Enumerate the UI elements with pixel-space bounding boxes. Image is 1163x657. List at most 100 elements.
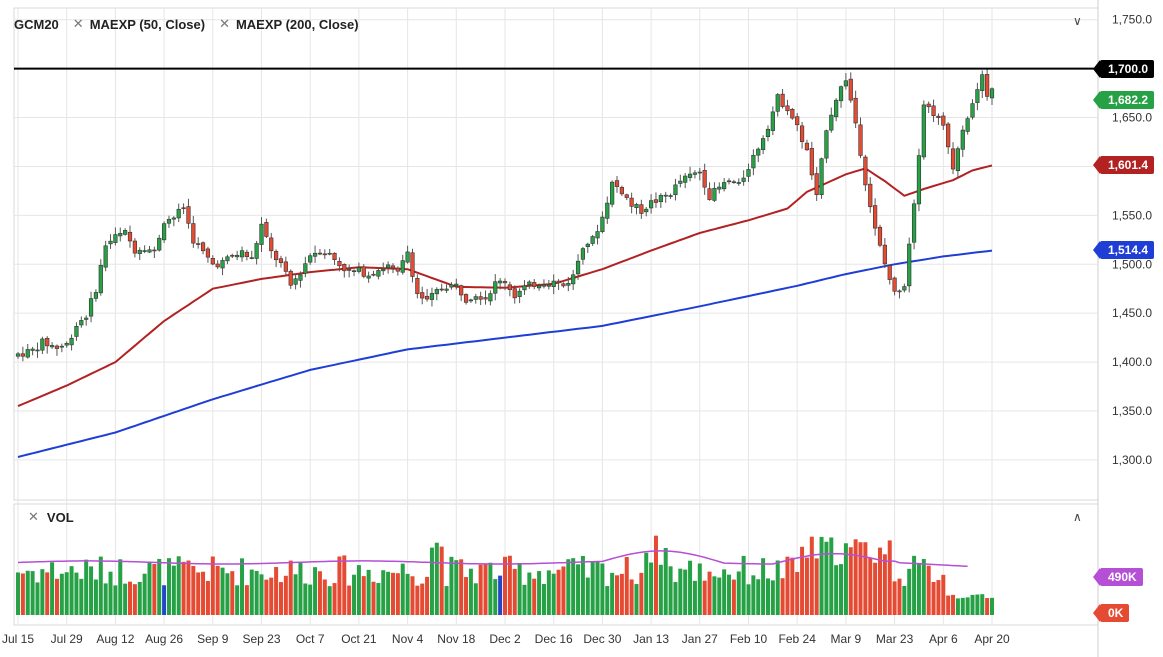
volume-bar [162,585,167,615]
volume-bar [629,579,634,615]
volume-bar [673,582,678,615]
candle-body [439,288,444,291]
candle-body [308,255,313,263]
candle-body [780,93,785,107]
candle-body [69,337,74,346]
candle-body [332,252,337,261]
volume-bar [215,565,220,615]
candle-body [629,197,634,207]
volume-bar [142,573,147,615]
volume-bar [770,580,775,615]
legend-ma50-label: MAEXP (50, Close) [89,16,206,32]
volume-bar [196,572,201,615]
candle-body [347,269,352,271]
volume-bar [580,555,585,615]
candle-body [108,240,113,245]
volume-bar [390,572,395,615]
candle-body [775,94,780,112]
volume-bar [191,566,196,615]
candle-body [239,250,245,258]
volume-bar [171,565,176,615]
volume-bar [240,558,245,615]
volume-bar [84,559,89,615]
volume-bar [819,536,824,615]
volume-bar [946,595,951,615]
volume-bar [571,558,576,615]
candle-body [926,103,931,108]
candle-body [454,283,459,287]
volume-bar [429,547,434,615]
candle-body [561,283,566,287]
candle-body [717,186,722,190]
legend-ma50[interactable]: ✕ MAEXP (50, Close) [73,16,205,32]
x-tick-label: Mar 9 [831,632,862,646]
volume-bar [551,573,556,615]
y-tick-label: 1,550.0 [1112,208,1152,222]
volume-bar [722,569,727,615]
volume-bar [317,571,322,615]
candle-body [585,243,590,247]
ma50-price-tag: 1,601.4 [1092,156,1155,175]
candle-body [64,342,69,346]
candle-body [663,194,668,197]
chevron-down-icon[interactable]: ∨ [1073,14,1082,28]
volume-bar [244,585,249,615]
last-price-tag: 1,682.2 [1092,91,1155,110]
candle-body [98,264,103,294]
candle-body [40,338,45,351]
candle-body [225,256,230,262]
remove-study-icon[interactable]: ✕ [219,16,230,31]
candle-body [196,243,201,245]
volume-bar [522,584,527,615]
volume-bar [595,561,600,615]
symbol-label: GCM20 [14,16,59,32]
candle-body [420,292,425,299]
candle-body [824,130,829,159]
volume-bar [40,569,45,615]
x-tick-label: Aug 12 [96,632,134,646]
volume-bar [532,578,537,615]
candle-body [166,218,172,224]
candle-body [678,180,683,184]
candle-body [955,148,961,172]
volume-bar [882,554,887,615]
candle-body [639,204,644,214]
legend-ma200[interactable]: ✕ MAEXP (200, Close) [219,16,359,32]
candle-body [152,249,157,252]
volume-bar [201,571,206,615]
volume-bar [814,558,819,615]
legend-ma200-label: MAEXP (200, Close) [235,16,359,32]
volume-bar [585,577,590,615]
volume-bar [395,573,400,615]
volume-bar [352,574,357,615]
volume-bar [337,556,342,615]
volume-bar [741,555,746,615]
chevron-up-icon[interactable]: ∧ [1073,510,1082,524]
candle-body [35,349,40,352]
candle-body [186,206,191,224]
volume-bar [839,564,844,615]
volume-bar [225,573,230,615]
volume-bar [303,583,308,615]
candle-body [950,148,956,170]
volume-bar [941,574,946,615]
candle-body [746,169,751,177]
volume-bar [386,571,391,615]
volume-bar [205,580,210,615]
volume-bar [897,578,902,615]
remove-study-icon[interactable]: ✕ [72,16,84,31]
candle-body [351,270,357,273]
volume-bar [473,583,478,615]
x-tick-label: Dec 2 [489,632,521,646]
candle-body [449,284,454,288]
remove-study-icon[interactable]: ✕ [28,509,39,524]
volume-bar [800,546,805,615]
candle-body [230,254,235,257]
candle-body [653,199,659,203]
candle-body [916,155,922,205]
candle-body [614,180,620,187]
volume-bar [658,564,663,615]
x-tick-label: Dec 30 [583,632,621,646]
candle-body [712,188,717,201]
